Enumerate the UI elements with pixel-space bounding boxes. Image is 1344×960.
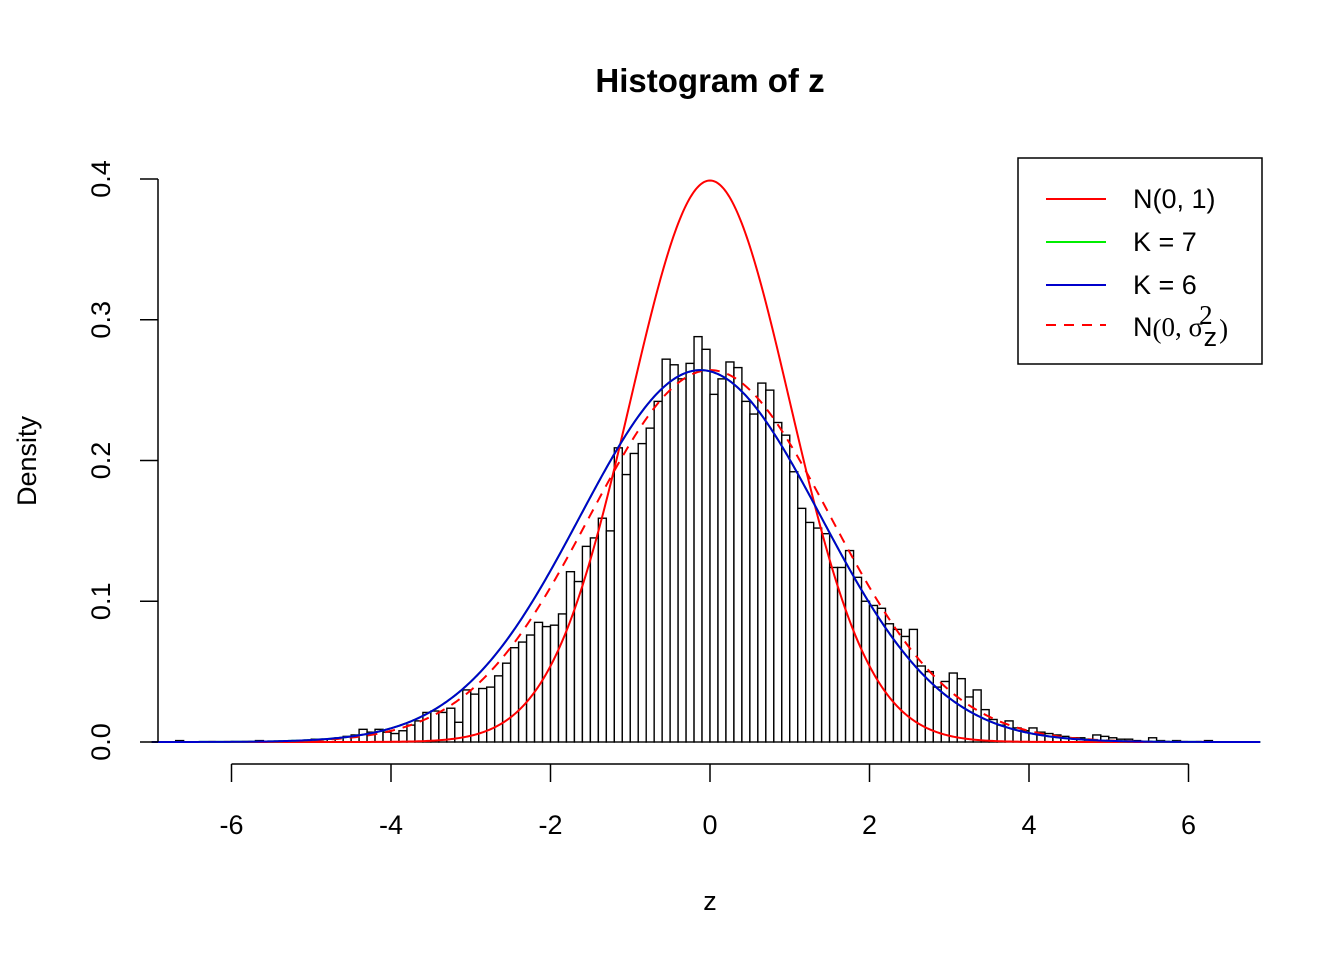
histogram-bar — [860, 600, 871, 743]
histogram-bar — [701, 348, 711, 743]
histogram-bar — [685, 362, 695, 743]
histogram-bar — [828, 566, 839, 743]
histogram-bar — [741, 400, 751, 743]
histogram-bar — [501, 662, 512, 743]
legend-label-n01: N(0, 1) — [1133, 184, 1216, 214]
histogram-bar — [805, 521, 815, 743]
histogram-bar — [956, 677, 966, 743]
histogram-bar — [382, 731, 392, 743]
histogram-bar — [717, 378, 727, 743]
histogram-bar — [677, 378, 687, 743]
curve-n01 — [151, 179, 1261, 743]
histogram-bar — [509, 647, 520, 743]
histogram-bar — [765, 389, 775, 743]
histogram-bar — [486, 686, 496, 743]
x-axis: -6 -4 -2 0 2 4 6 — [219, 763, 1196, 840]
legend-label-k6: K = 6 — [1133, 270, 1197, 300]
histogram-bar — [414, 720, 424, 743]
histogram-bar — [629, 452, 639, 743]
density-curves — [151, 179, 1261, 743]
histogram-bar — [605, 530, 616, 743]
histogram-bar — [749, 413, 759, 743]
histogram-bar — [757, 382, 767, 743]
histogram-bar — [398, 730, 408, 743]
x-axis-label: z — [703, 886, 717, 916]
histogram-bar — [1044, 732, 1054, 743]
histogram-bar — [948, 672, 958, 743]
curve-k6 — [151, 369, 1261, 743]
histogram-bar — [773, 421, 783, 743]
histogram-bar — [525, 634, 536, 743]
legend: N(0, 1) K = 7 K = 6 N(0, σ2 z) — [1017, 157, 1263, 365]
histogram-bar — [797, 507, 807, 743]
histogram-bar — [836, 566, 847, 743]
histogram-bar — [789, 471, 799, 743]
x-tick-label: 0 — [702, 810, 717, 840]
x-tick-label: -4 — [379, 810, 403, 840]
histogram-bar — [884, 623, 895, 743]
y-axis: 0.0 0.1 0.2 0.3 0.4 — [86, 160, 159, 761]
x-tick-label: 4 — [1021, 810, 1036, 840]
histogram-bar — [438, 711, 448, 743]
histogram-bar — [549, 624, 560, 743]
x-tick-label: -2 — [538, 810, 562, 840]
histogram-bar — [733, 366, 743, 743]
histogram-bar — [693, 335, 703, 743]
histogram-bar — [892, 628, 903, 743]
legend-label-n0sigma: N(0, σ2 z) — [1133, 300, 1228, 352]
histogram-bar — [908, 628, 919, 743]
histogram-bar — [517, 641, 528, 743]
histogram-bar — [781, 434, 791, 743]
histogram-bar — [964, 696, 974, 743]
y-tick-label: 0.0 — [86, 723, 116, 761]
histogram-bar — [637, 442, 647, 743]
histogram-bar — [422, 711, 432, 743]
histogram-bar — [621, 473, 631, 743]
histogram-bar — [565, 570, 576, 743]
chart-title: Histogram of z — [595, 62, 824, 99]
histogram-bar — [645, 427, 655, 743]
histogram-bar — [916, 665, 927, 743]
histogram-bar — [820, 532, 831, 743]
y-tick-label: 0.4 — [86, 160, 116, 198]
histogram-bars — [174, 335, 1214, 743]
histogram-bar — [709, 393, 719, 743]
histogram-bar — [653, 400, 663, 743]
histogram-bar — [812, 527, 823, 743]
legend-box — [1017, 157, 1263, 365]
histogram-bar — [541, 625, 552, 743]
histogram-bar — [852, 576, 863, 743]
y-tick-label: 0.3 — [86, 301, 116, 339]
y-tick-label: 0.2 — [86, 442, 116, 480]
histogram-bar — [589, 537, 600, 743]
histogram-bar — [876, 607, 887, 743]
histogram-bar — [669, 364, 679, 743]
x-tick-label: 6 — [1181, 810, 1196, 840]
histogram-bar — [462, 689, 472, 743]
histogram-bar — [390, 732, 400, 743]
y-tick-label: 0.1 — [86, 583, 116, 621]
histogram-bar — [613, 447, 623, 743]
x-tick-label: 2 — [862, 810, 877, 840]
y-axis-label: Density — [12, 415, 42, 506]
histogram-bar — [996, 724, 1006, 743]
histogram-bar — [940, 680, 950, 743]
histogram-bar — [493, 675, 504, 743]
legend-label-k7: K = 7 — [1133, 227, 1197, 257]
histogram-bar — [597, 517, 608, 743]
x-tick-label: -6 — [219, 810, 243, 840]
histogram-bar — [406, 724, 416, 743]
histogram-bar — [661, 358, 671, 743]
histogram-bar — [844, 549, 855, 743]
histogram-bar — [430, 710, 440, 743]
histogram-bar — [446, 707, 456, 743]
histogram-bar — [725, 361, 735, 743]
